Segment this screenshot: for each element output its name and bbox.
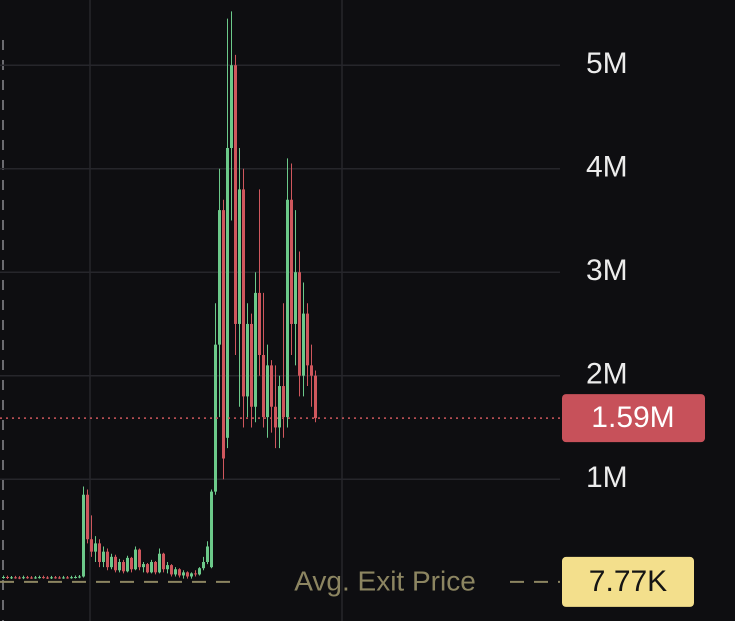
candle-body: [190, 573, 193, 577]
candle-body: [138, 549, 141, 568]
candle-body: [122, 562, 125, 572]
candle-body: [90, 539, 93, 552]
candle-body: [22, 577, 25, 579]
y-tick-label: 4M: [586, 151, 628, 184]
candle-body: [174, 569, 177, 575]
candle-body: [34, 577, 37, 579]
current-price-box: [562, 394, 705, 443]
candle-body: [186, 572, 189, 577]
candle-body: [26, 577, 29, 579]
candle-body: [250, 323, 253, 407]
candle-body: [2, 577, 5, 579]
candle-body: [66, 577, 69, 579]
candle-body: [198, 568, 201, 575]
candle-body: [134, 549, 137, 570]
y-tick-label: 5M: [586, 47, 628, 80]
candle-body: [178, 569, 181, 576]
y-tick-label: 3M: [586, 254, 628, 287]
candle-body: [262, 355, 265, 418]
candle-body: [54, 577, 57, 579]
candle-body: [194, 573, 197, 575]
candle-body: [258, 292, 261, 356]
candle-body: [102, 551, 105, 563]
candle-body: [130, 557, 133, 570]
candle-body: [70, 577, 73, 579]
candle-body: [6, 577, 9, 579]
candle-body: [246, 323, 249, 397]
candle-body: [230, 65, 233, 149]
candle-body: [154, 562, 157, 573]
candle-body: [202, 562, 205, 569]
candle-body: [86, 494, 89, 540]
candle-body: [238, 189, 241, 324]
avg-exit-text: Avg. Exit Price: [294, 565, 476, 596]
candle-body: [150, 562, 153, 573]
avg-exit-box: [562, 556, 694, 607]
candle-body: [118, 562, 121, 571]
candle-body: [254, 292, 257, 407]
candle-body: [270, 365, 273, 407]
candle-body: [206, 546, 209, 563]
candle-body: [162, 553, 165, 570]
candle-body: [38, 577, 41, 579]
candle-body: [286, 199, 289, 418]
candle-body: [58, 577, 61, 579]
candle-body: [210, 491, 213, 568]
candle-body: [214, 344, 217, 492]
candle-body: [314, 375, 317, 419]
candle-body: [170, 565, 173, 575]
avg-exit-label: 7.77K: [589, 565, 667, 598]
candle-body: [298, 272, 301, 376]
candle-body: [242, 189, 245, 397]
candle-body: [50, 577, 53, 579]
candle-body: [46, 577, 49, 579]
candle-body: [126, 557, 129, 572]
candle-body: [266, 365, 269, 418]
candle-body: [302, 313, 305, 376]
current-price-label: 1.59M: [591, 401, 674, 434]
candle-body: [306, 313, 309, 366]
candle-body: [182, 572, 185, 576]
candle-body: [142, 564, 145, 568]
candle-body: [234, 65, 237, 324]
candle-body: [146, 564, 149, 573]
candle-body: [158, 553, 161, 573]
candle-body: [98, 543, 101, 563]
candle-body: [110, 556, 113, 568]
candle-body: [74, 577, 77, 579]
candle-body: [114, 556, 117, 571]
candle-body: [282, 386, 285, 418]
candle-body: [166, 565, 169, 570]
candle-body: [62, 577, 65, 579]
candle-body: [278, 386, 281, 428]
candle-body: [106, 551, 109, 568]
candle-body: [222, 210, 225, 459]
candle-body: [82, 494, 85, 577]
candle-body: [218, 210, 221, 345]
candle-body: [18, 577, 21, 579]
y-tick-label: 1M: [586, 461, 628, 494]
candle-body: [310, 365, 313, 376]
y-tick-label: 2M: [586, 358, 628, 391]
candle-body: [42, 577, 45, 579]
candle-body: [94, 543, 97, 552]
candle-body: [78, 576, 81, 578]
candle-body: [290, 199, 293, 324]
candle-body: [14, 577, 17, 579]
candle-body: [30, 577, 33, 579]
candle-body: [274, 406, 277, 428]
candle-body: [294, 272, 297, 324]
candle-body: [226, 148, 229, 438]
candle-body: [10, 577, 13, 579]
